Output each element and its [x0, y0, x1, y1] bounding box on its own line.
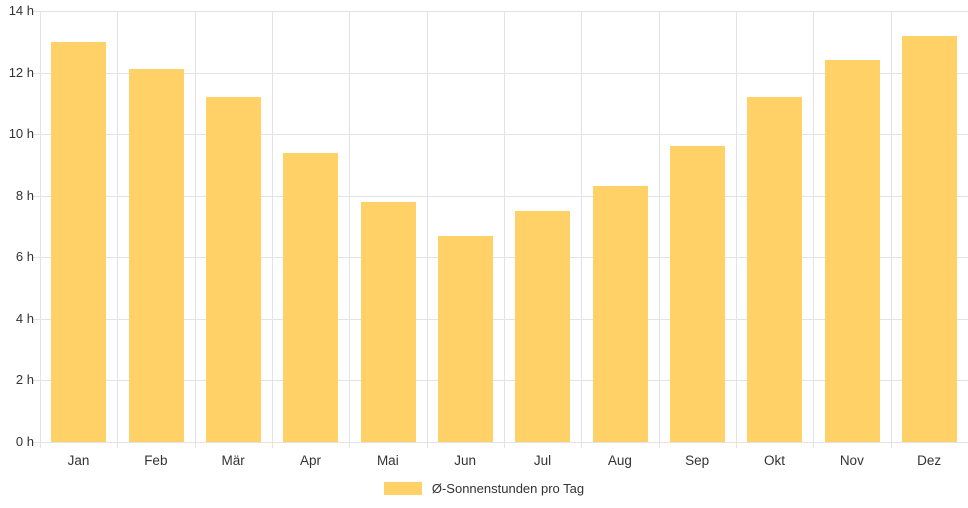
- legend-swatch-icon: [383, 482, 422, 495]
- x-gridline: [658, 11, 660, 442]
- y-tick-label: 6 h: [15, 249, 34, 265]
- x-tick-mark: [194, 442, 196, 448]
- legend-label: Ø-Sonnenstunden pro Tag: [431, 481, 585, 496]
- y-tick-mark: [33, 11, 40, 12]
- bar-nov[interactable]: [824, 60, 880, 442]
- y-tick-mark: [33, 195, 40, 197]
- y-tick-label: 10 h: [8, 126, 34, 142]
- x-tick-label: Jan: [67, 453, 90, 468]
- x-tick-mark: [890, 442, 892, 448]
- y-tick-mark: [33, 257, 40, 259]
- x-tick-label: Mai: [376, 453, 399, 468]
- x-gridline: [349, 11, 351, 442]
- y-tick-mark: [33, 442, 40, 443]
- x-tick-label: Feb: [144, 453, 168, 468]
- x-tick-label: Okt: [763, 453, 785, 468]
- bar-jan[interactable]: [51, 41, 107, 442]
- y-tick-mark: [33, 318, 40, 320]
- bar-sep[interactable]: [669, 146, 725, 442]
- x-tick-label: Mär: [221, 453, 245, 468]
- x-tick-label: Apr: [299, 453, 321, 468]
- bar-okt[interactable]: [747, 97, 803, 442]
- x-gridline: [504, 11, 505, 442]
- x-gridline: [890, 11, 892, 442]
- x-tick-mark: [581, 442, 583, 448]
- bar-dez[interactable]: [901, 35, 957, 442]
- x-gridline: [194, 11, 196, 442]
- x-tick-mark: [349, 442, 351, 448]
- y-tick-mark: [33, 134, 40, 136]
- y-tick-label: 14 h: [8, 3, 34, 18]
- bar-apr[interactable]: [283, 152, 339, 442]
- y-tick-label: 4 h: [15, 310, 34, 326]
- x-tick-label: Jul: [533, 453, 552, 468]
- bar-jul[interactable]: [515, 211, 571, 442]
- bar-mai[interactable]: [360, 201, 416, 442]
- x-gridline: [272, 11, 273, 442]
- x-gridline: [40, 11, 41, 442]
- x-tick-mark: [117, 442, 119, 448]
- x-gridline: [736, 11, 737, 442]
- x-tick-label: Sep: [685, 453, 710, 468]
- x-tick-label: Dez: [917, 453, 942, 468]
- x-tick-label: Jun: [454, 453, 477, 468]
- x-tick-label: Nov: [839, 453, 864, 468]
- x-gridline: [426, 11, 428, 442]
- x-gridline: [581, 11, 583, 442]
- x-tick-mark: [40, 442, 41, 448]
- plot-area: [40, 11, 968, 443]
- y-tick-label: 8 h: [15, 187, 34, 203]
- y-tick-mark: [33, 72, 40, 74]
- y-tick-label: 0 h: [15, 434, 34, 449]
- legend-item[interactable]: Ø-Sonnenstunden pro Tag: [0, 481, 968, 496]
- bar-mär[interactable]: [205, 97, 261, 442]
- x-gridline: [813, 11, 815, 442]
- x-tick-mark: [504, 442, 505, 448]
- x-gridline: [117, 11, 119, 442]
- x-tick-mark: [813, 442, 815, 448]
- y-tick-label: 12 h: [8, 64, 34, 80]
- x-tick-label: Aug: [607, 453, 632, 468]
- bar-aug[interactable]: [592, 186, 648, 442]
- bar-jun[interactable]: [437, 235, 493, 442]
- x-tick-mark: [736, 442, 737, 448]
- y-tick-mark: [33, 380, 40, 382]
- y-tick-label: 2 h: [15, 372, 34, 388]
- x-tick-mark: [272, 442, 273, 448]
- x-tick-mark: [658, 442, 660, 448]
- x-tick-mark: [426, 442, 428, 448]
- bar-feb[interactable]: [128, 69, 184, 442]
